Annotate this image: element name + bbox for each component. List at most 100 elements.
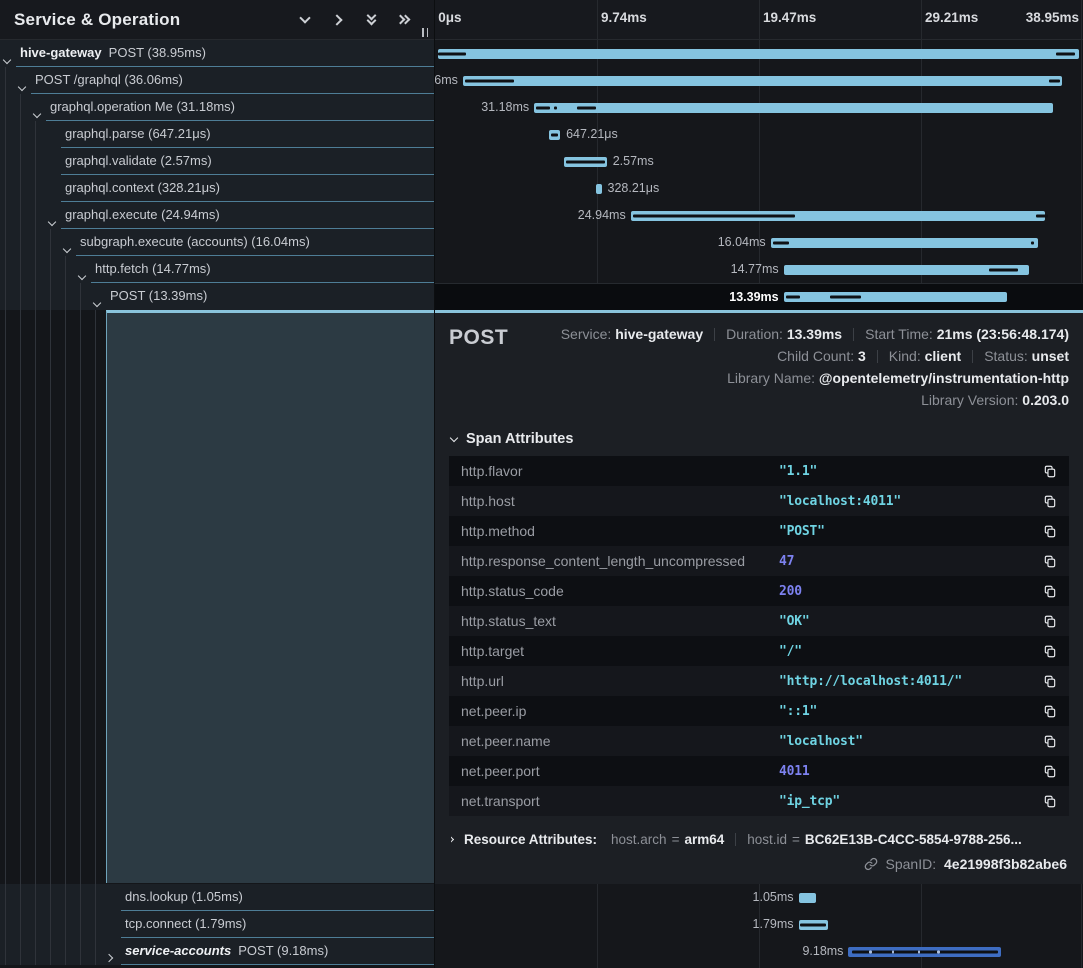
copy-icon[interactable]	[1037, 729, 1063, 753]
timeline-row[interactable]: 328.21μs	[435, 175, 1083, 202]
copy-icon[interactable]	[1037, 669, 1063, 693]
span-id-label: SpanID:	[886, 856, 937, 872]
expand-one-icon[interactable]	[330, 12, 346, 28]
timeline-row[interactable]: 13.39ms	[435, 283, 1083, 310]
span-bar-mark	[438, 52, 466, 55]
attribute-key: http.target	[461, 643, 779, 659]
tree-row[interactable]: dns.lookup (1.05ms)	[0, 884, 434, 911]
detail-left-gutter	[0, 310, 434, 884]
timeline-row[interactable]: 647.21μs	[435, 121, 1083, 148]
span-bar-mark	[852, 950, 998, 953]
timeline-row[interactable]: 2.57ms	[435, 148, 1083, 175]
copy-icon[interactable]	[1037, 489, 1063, 513]
indent-guide	[20, 283, 21, 310]
indent-guide	[65, 256, 66, 283]
chevron-down-icon[interactable]	[34, 104, 40, 121]
span-bar[interactable]	[438, 49, 1080, 59]
grid-line	[1081, 0, 1082, 39]
span-bar-mark	[633, 214, 795, 217]
span-name-label: POST /graphql (36.06ms)	[35, 67, 183, 93]
tree-row[interactable]: http.fetch (14.77ms)	[0, 256, 434, 283]
timeline-row[interactable]: 1.79ms	[435, 911, 1083, 938]
column-resize-grip[interactable]	[422, 28, 428, 37]
attribute-value: "ip_tcp"	[779, 794, 1037, 809]
tree-row[interactable]: graphql.execute (24.94ms)	[0, 202, 434, 229]
link-icon[interactable]	[864, 857, 878, 871]
chevron-right-icon[interactable]	[109, 948, 112, 965]
timeline-row[interactable]: 16.04ms	[435, 229, 1083, 256]
copy-icon[interactable]	[1037, 609, 1063, 633]
field-value: 0.203.0	[1022, 392, 1069, 408]
timeline-row[interactable]: 38.95ms	[435, 40, 1083, 67]
indent-guide	[65, 911, 66, 938]
row-divider	[121, 964, 434, 965]
ruler-tick-label: 38.95ms	[1026, 10, 1079, 25]
resource-attributes-row[interactable]: Resource Attributes: host.arch=arm64host…	[451, 832, 1069, 847]
tree-row[interactable]: POST (13.39ms)	[0, 283, 434, 310]
timeline-row[interactable]: 24.94ms	[435, 202, 1083, 229]
copy-icon[interactable]	[1037, 789, 1063, 813]
indent-guide	[20, 121, 21, 148]
chevron-down-icon[interactable]	[79, 266, 85, 283]
expand-all-icon[interactable]	[396, 12, 412, 28]
indent-guide	[95, 310, 96, 884]
chevron-down-icon[interactable]	[19, 77, 25, 94]
chevron-down-icon[interactable]	[94, 293, 100, 310]
timeline-row[interactable]: 1.05ms	[435, 884, 1083, 911]
attribute-value: "OK"	[779, 614, 1037, 629]
span-bar[interactable]	[596, 184, 602, 194]
indent-guide	[65, 310, 66, 884]
tree-row[interactable]: tcp.connect (1.79ms)	[0, 911, 434, 938]
timeline-row[interactable]: 36.06ms	[435, 67, 1083, 94]
timeline-row[interactable]: 14.77ms	[435, 256, 1083, 283]
span-bar[interactable]	[771, 238, 1038, 248]
collapse-one-icon[interactable]	[297, 12, 313, 28]
grid-line	[921, 0, 922, 39]
span-name-label: graphql.validate (2.57ms)	[65, 148, 212, 174]
span-attributes-header[interactable]: Span Attributes	[451, 431, 1069, 447]
span-bar[interactable]	[463, 76, 1062, 86]
tree-row[interactable]: service-accountsPOST (9.18ms)	[0, 938, 434, 965]
timeline-row[interactable]: 31.18ms	[435, 94, 1083, 121]
chevron-down-icon[interactable]	[64, 239, 70, 256]
service-operation-title: Service & Operation	[14, 10, 297, 30]
tree-row[interactable]: graphql.parse (647.21μs)	[0, 121, 434, 148]
copy-icon[interactable]	[1037, 639, 1063, 663]
field-value: client	[925, 348, 962, 364]
attribute-row: http.host"localhost:4011"	[449, 486, 1069, 516]
indent-guide	[5, 256, 6, 283]
indent-guide	[5, 310, 6, 884]
indent-guide	[35, 938, 36, 965]
tree-row[interactable]: POST /graphql (36.06ms)	[0, 67, 434, 94]
span-title: POST	[449, 326, 508, 350]
collapse-all-icon[interactable]	[363, 12, 379, 28]
copy-icon[interactable]	[1037, 699, 1063, 723]
span-id-value: 4e21998f3b82abe6	[944, 856, 1067, 872]
tree-row[interactable]: graphql.context (328.21μs)	[0, 175, 434, 202]
span-id-row: SpanID: 4e21998f3b82abe6	[435, 856, 1067, 872]
span-bar[interactable]	[784, 292, 1007, 302]
timeline-row[interactable]: 9.18ms	[435, 938, 1083, 965]
indent-guide	[20, 175, 21, 202]
indent-guide	[35, 310, 36, 884]
service-name: service-accounts	[125, 943, 231, 958]
chevron-down-icon[interactable]	[49, 212, 55, 229]
tree-row[interactable]: hive-gatewayPOST (38.95ms)	[0, 40, 434, 67]
copy-icon[interactable]	[1037, 519, 1063, 543]
indent-guide	[20, 884, 21, 911]
copy-icon[interactable]	[1037, 459, 1063, 483]
span-bar[interactable]	[799, 893, 816, 903]
tree-row[interactable]: subgraph.execute (accounts) (16.04ms)	[0, 229, 434, 256]
span-duration-label: 647.21μs	[566, 121, 618, 148]
tree-row[interactable]: graphql.operation Me (31.18ms)	[0, 94, 434, 121]
field-label: Status:	[984, 348, 1031, 364]
span-bar[interactable]	[534, 103, 1052, 113]
tree-row[interactable]: graphql.validate (2.57ms)	[0, 148, 434, 175]
copy-icon[interactable]	[1037, 549, 1063, 573]
attribute-value: "::1"	[779, 704, 1037, 719]
copy-icon[interactable]	[1037, 579, 1063, 603]
copy-icon[interactable]	[1037, 759, 1063, 783]
chevron-down-icon[interactable]	[4, 50, 10, 67]
indent-guide	[65, 938, 66, 965]
attribute-row: net.peer.port4011	[449, 756, 1069, 786]
